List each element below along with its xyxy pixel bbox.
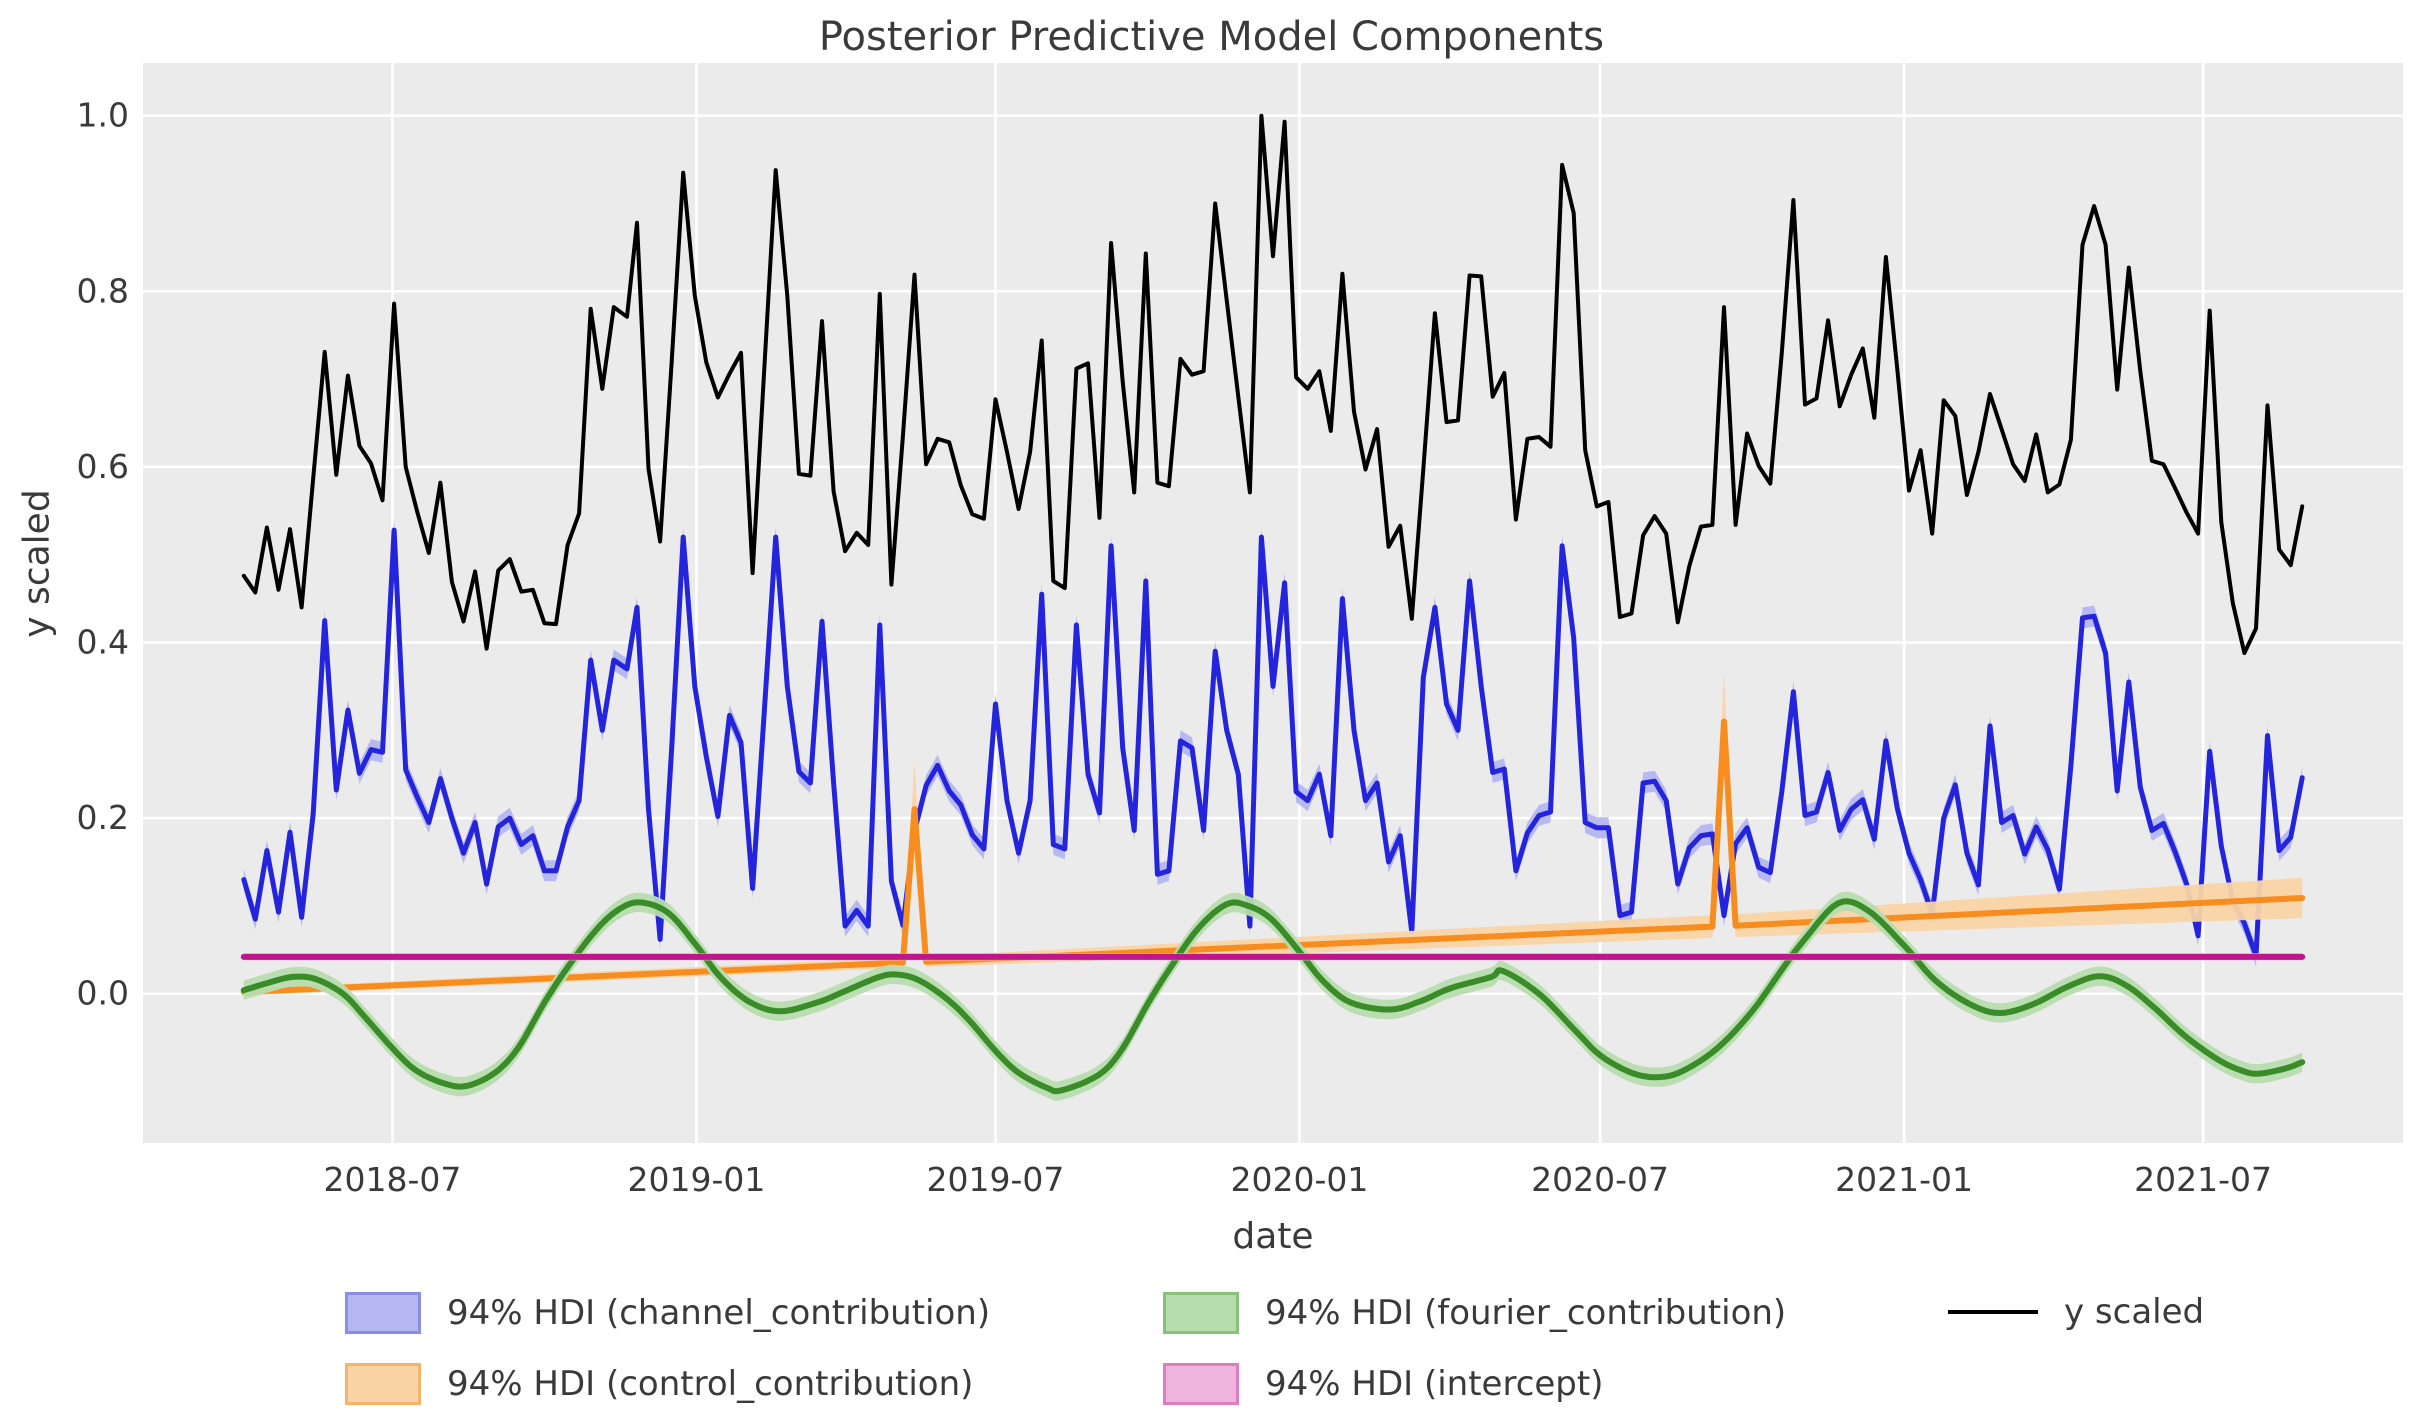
- series-line-channel-contribution: [241, 527, 2305, 959]
- legend-label: 94% HDI (intercept): [1265, 1364, 1604, 1404]
- x-tick-label: 2019-01: [627, 1160, 765, 1199]
- y-tick-label: 0.2: [77, 798, 129, 837]
- legend-line-y-scaled: [1948, 1310, 2038, 1314]
- hdi-band-fourier-contribution: [243, 891, 2303, 1101]
- y-tick-label: 0.0: [77, 974, 129, 1013]
- hdi-band-control-contribution: [243, 673, 2303, 996]
- x-tick-label: 2019-07: [927, 1160, 1065, 1199]
- x-tick-label: 2018-07: [324, 1160, 462, 1199]
- legend-item-channel: 94% HDI (channel_contribution): [345, 1292, 990, 1334]
- legend-label: 94% HDI (fourier_contribution): [1265, 1293, 1787, 1333]
- legend-label: 94% HDI (channel_contribution): [447, 1293, 991, 1333]
- legend-patch-fourier-hdi: [1163, 1292, 1239, 1334]
- y-tick-label: 0.8: [77, 271, 129, 310]
- y-axis-label: y scaled: [16, 489, 58, 638]
- x-tick-label: 2020-01: [1230, 1160, 1368, 1199]
- legend-patch-intercept-hdi: [1163, 1363, 1239, 1405]
- series-line-fourier-contribution: [240, 898, 2306, 1095]
- x-tick-label: 2021-01: [1835, 1160, 1973, 1199]
- legend-item-control: 94% HDI (control_contribution): [345, 1363, 973, 1405]
- x-tick-label: 2021-07: [2134, 1160, 2272, 1199]
- x-tick-label: 2020-07: [1531, 1160, 1669, 1199]
- legend-patch-control-hdi: [345, 1363, 421, 1405]
- y-tick-label: 0.6: [77, 447, 129, 486]
- legend-item-fourier: 94% HDI (fourier_contribution): [1163, 1292, 1786, 1334]
- series-line-y-scaled: [241, 113, 2305, 655]
- chart-title: Posterior Predictive Model Components: [818, 14, 1605, 60]
- y-tick-label: 0.4: [77, 623, 129, 662]
- legend-item-intercept: 94% HDI (intercept): [1163, 1363, 1604, 1405]
- legend-item-y-scaled: y scaled: [1948, 1292, 2204, 1332]
- y-tick-label: 1.0: [77, 96, 129, 135]
- legend-label: 94% HDI (control_contribution): [447, 1364, 974, 1404]
- legend-patch-channel-hdi: [345, 1292, 421, 1334]
- series-line-control-contribution: [240, 718, 2306, 995]
- x-axis-label: date: [1232, 1216, 1314, 1257]
- legend-label: y scaled: [2064, 1292, 2205, 1332]
